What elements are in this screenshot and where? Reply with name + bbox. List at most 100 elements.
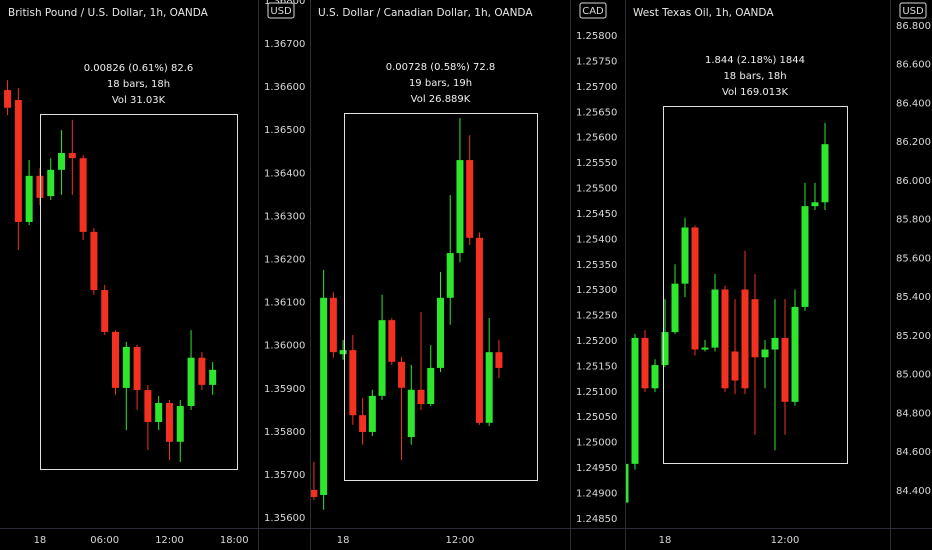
chart-title: British Pound / U.S. Dollar, 1h, OANDA (8, 7, 209, 19)
candle-body (176, 406, 184, 442)
candle-body (187, 357, 195, 407)
y-tick-label: 1.25050 (576, 412, 617, 423)
axis-unit-box (899, 2, 927, 19)
y-tick-label: 86.200 (896, 137, 931, 148)
candle-body (349, 350, 357, 416)
candle-body (466, 160, 474, 238)
y-tick-label: 1.25100 (576, 387, 617, 398)
candle-body (359, 415, 367, 432)
y-tick-label: 1.24900 (576, 488, 617, 499)
axis-unit-box (267, 2, 295, 19)
candle-body (751, 299, 759, 358)
candle-body (320, 297, 328, 495)
candle-body (741, 289, 749, 389)
candle-body (101, 290, 109, 332)
y-tick-label: 1.36500 (264, 125, 305, 136)
y-tick-label: 85.400 (896, 292, 931, 303)
y-tick-label: 85.200 (896, 331, 931, 342)
candle-body (329, 297, 337, 353)
candle-body (90, 231, 98, 291)
y-tick-label: 1.25000 (576, 438, 617, 449)
y-tick-label: 84.600 (896, 447, 931, 458)
y-tick-label: 1.24950 (576, 463, 617, 474)
candle-body (771, 337, 779, 350)
measure-box (344, 113, 538, 481)
candle-body (155, 403, 163, 422)
candle-body (761, 349, 769, 358)
y-tick-label: 1.35700 (264, 470, 305, 481)
measure-box (40, 114, 238, 470)
measure-label: 0.00728 (0.58%) 72.8 (386, 62, 496, 73)
y-tick-label: 84.400 (896, 486, 931, 497)
measure-label: 19 bars, 19h (409, 78, 472, 89)
candle-body (427, 367, 435, 405)
y-tick-label: 1.25650 (576, 107, 617, 118)
candle-body (112, 331, 120, 388)
candle-body (631, 337, 639, 464)
y-tick-label: 86.800 (896, 21, 931, 32)
x-tick-label: 18 (659, 535, 672, 546)
y-tick-label: 1.36200 (264, 254, 305, 265)
candles (626, 122, 829, 503)
candle-body (68, 153, 76, 159)
measure-box (663, 106, 848, 464)
y-tick-label: 85.600 (896, 253, 931, 264)
measure-label: 18 bars, 18h (723, 71, 786, 82)
y-tick-label: 1.25550 (576, 158, 617, 169)
x-tick-label: 12:00 (771, 535, 800, 546)
x-tick-label: 06:00 (90, 535, 119, 546)
axis-unit: CAD (582, 6, 604, 17)
candle-body (378, 320, 386, 396)
y-tick-label: 1.35800 (264, 427, 305, 438)
candle-body (731, 351, 739, 381)
y-tick-label: 1.25200 (576, 336, 617, 347)
y-tick-label: 1.25800 (576, 31, 617, 42)
x-tick-label: 12:00 (155, 535, 184, 546)
candle-body (446, 253, 454, 298)
candle-body (495, 352, 503, 368)
candle-body (721, 289, 729, 389)
candle-body (58, 153, 66, 170)
candle-body (436, 297, 444, 368)
measure-label: Vol 169.013K (722, 87, 788, 98)
y-tick-label: 1.25150 (576, 361, 617, 372)
x-tick-label: 12:00 (446, 535, 475, 546)
candle-body (122, 346, 130, 388)
candle-body (681, 227, 689, 284)
candle-body (398, 361, 406, 388)
candle-body (144, 390, 152, 422)
measure-label: Vol 31.03K (112, 95, 166, 106)
candle-body (47, 169, 55, 197)
candle-body (165, 403, 173, 442)
candle-body (671, 283, 679, 333)
measure-label: 0.00826 (0.61%) 82.6 (84, 63, 194, 74)
candle-body (781, 337, 789, 402)
measure-label: 18 bars, 18h (107, 79, 170, 90)
candle-body (407, 389, 415, 438)
y-tick-label: 1.25350 (576, 260, 617, 271)
candle-body (311, 489, 318, 498)
candle-body (711, 289, 719, 348)
y-tick-label: 85.800 (896, 215, 931, 226)
candle-body (339, 350, 347, 355)
y-tick-label: 1.25700 (576, 82, 617, 93)
y-tick-label: 1.36400 (264, 168, 305, 179)
y-tick-label: 84.800 (896, 408, 931, 419)
y-tick-label: 1.36000 (264, 341, 305, 352)
candle-body (417, 389, 425, 405)
y-tick-label: 1.25500 (576, 184, 617, 195)
chart-title: West Texas Oil, 1h, OANDA (633, 7, 774, 19)
candle-body (198, 357, 206, 385)
x-tick-label: 18 (34, 535, 47, 546)
y-tick-label: 1.35600 (264, 513, 305, 524)
candle-body (4, 90, 12, 108)
measure-label: Vol 26.889K (411, 94, 471, 105)
y-tick-label: 1.36600 (264, 82, 305, 93)
candle-body (25, 175, 33, 222)
measure-label: 1.844 (2.18%) 1844 (705, 55, 805, 66)
y-tick-label: 86.000 (896, 176, 931, 187)
candle-body (661, 332, 669, 366)
